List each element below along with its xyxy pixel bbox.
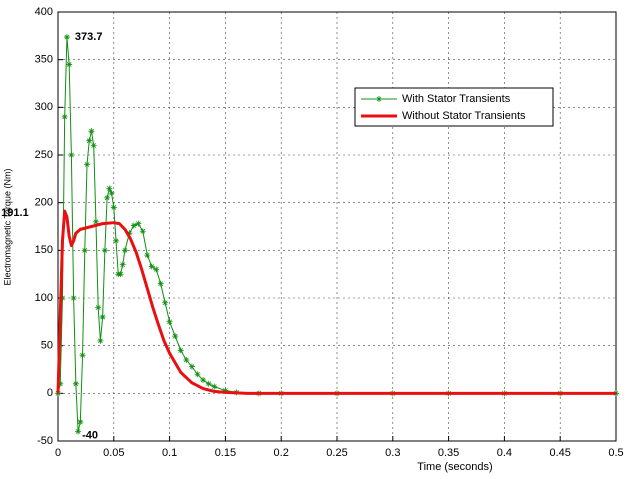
series-marker: [95, 304, 102, 311]
y-tick-label: 150: [35, 244, 53, 256]
series-marker: [172, 333, 179, 340]
series-marker: [79, 352, 86, 359]
y-tick-label: 0: [47, 387, 53, 399]
y-tick-label: 200: [35, 197, 53, 209]
series-marker: [117, 271, 124, 278]
series-marker: [59, 295, 66, 301]
y-tick-label: 350: [35, 54, 53, 66]
y-axis-label: Electromagnetic Torque (Nm): [2, 169, 12, 286]
series-marker: [139, 228, 146, 235]
series-marker: [68, 152, 75, 158]
legend-label: With Stator Transients: [402, 93, 511, 105]
series-marker: [153, 266, 160, 273]
series-line: [56, 209, 616, 395]
y-tick-label: 400: [35, 6, 53, 18]
series-marker: [99, 314, 106, 321]
series-marker: [148, 263, 155, 270]
x-tick-label: 0.4: [497, 447, 512, 459]
series-marker: [119, 261, 126, 268]
series-marker: [200, 376, 207, 383]
x-tick-label: 0.1: [162, 447, 177, 459]
x-tick-label: 0.3: [385, 447, 400, 459]
x-tick-label: 0.25: [326, 447, 347, 459]
plot-area: [58, 12, 616, 441]
annotation: 191.1: [1, 207, 29, 219]
series-marker: [144, 252, 151, 259]
series-marker: [84, 161, 91, 168]
x-tick-label: 0.15: [215, 447, 236, 459]
legend-marker: [376, 96, 382, 102]
series-marker: [90, 142, 97, 149]
series-marker: [194, 371, 201, 378]
series-marker: [97, 337, 104, 344]
series-marker: [101, 247, 108, 254]
series-marker: [113, 237, 120, 244]
series-marker: [157, 280, 164, 287]
series-marker: [222, 387, 229, 394]
series-marker: [75, 428, 82, 435]
y-tick-label: 250: [35, 149, 53, 161]
series-marker: [104, 194, 111, 201]
series-marker: [92, 218, 99, 225]
series-marker: [88, 128, 95, 135]
legend-label: Without Stator Transients: [402, 110, 526, 122]
series-marker: [61, 113, 68, 120]
series-marker: [57, 380, 64, 387]
series-marker: [81, 247, 88, 254]
x-tick-label: 0: [55, 447, 61, 459]
series-marker: [72, 380, 79, 387]
y-tick-label: -50: [37, 435, 53, 447]
series-marker: [70, 295, 77, 301]
x-tick-label: 0.35: [438, 447, 459, 459]
series-marker: [66, 61, 73, 68]
series-marker: [130, 222, 137, 229]
x-tick-label: 0.05: [103, 447, 124, 459]
series-marker: [135, 220, 142, 227]
series-marker: [166, 318, 173, 325]
y-tick-label: 50: [41, 340, 53, 352]
series-marker: [177, 347, 184, 354]
series-marker: [77, 418, 84, 425]
series-marker: [63, 34, 70, 41]
series-marker: [126, 230, 133, 237]
x-tick-label: 0.2: [274, 447, 289, 459]
series-marker: [121, 247, 128, 254]
legend-box: [354, 87, 554, 127]
series-marker: [183, 356, 190, 363]
y-tick-label: 300: [35, 101, 53, 113]
series-marker: [188, 363, 195, 370]
series-marker: [86, 137, 93, 144]
x-axis-label: Time (seconds): [417, 461, 492, 473]
series-marker: [106, 185, 113, 192]
series-marker: [110, 204, 117, 211]
annotation: -40: [82, 429, 98, 441]
series-marker: [211, 383, 218, 390]
series-marker: [162, 299, 169, 306]
plot-frame: [57, 11, 617, 442]
x-tick-label: 0.45: [549, 447, 570, 459]
y-tick-label: 100: [35, 292, 53, 304]
annotation: 373.7: [75, 31, 103, 43]
series-marker: [108, 190, 115, 197]
x-tick-label: 0.5: [608, 447, 623, 459]
series-marker: [205, 380, 212, 387]
